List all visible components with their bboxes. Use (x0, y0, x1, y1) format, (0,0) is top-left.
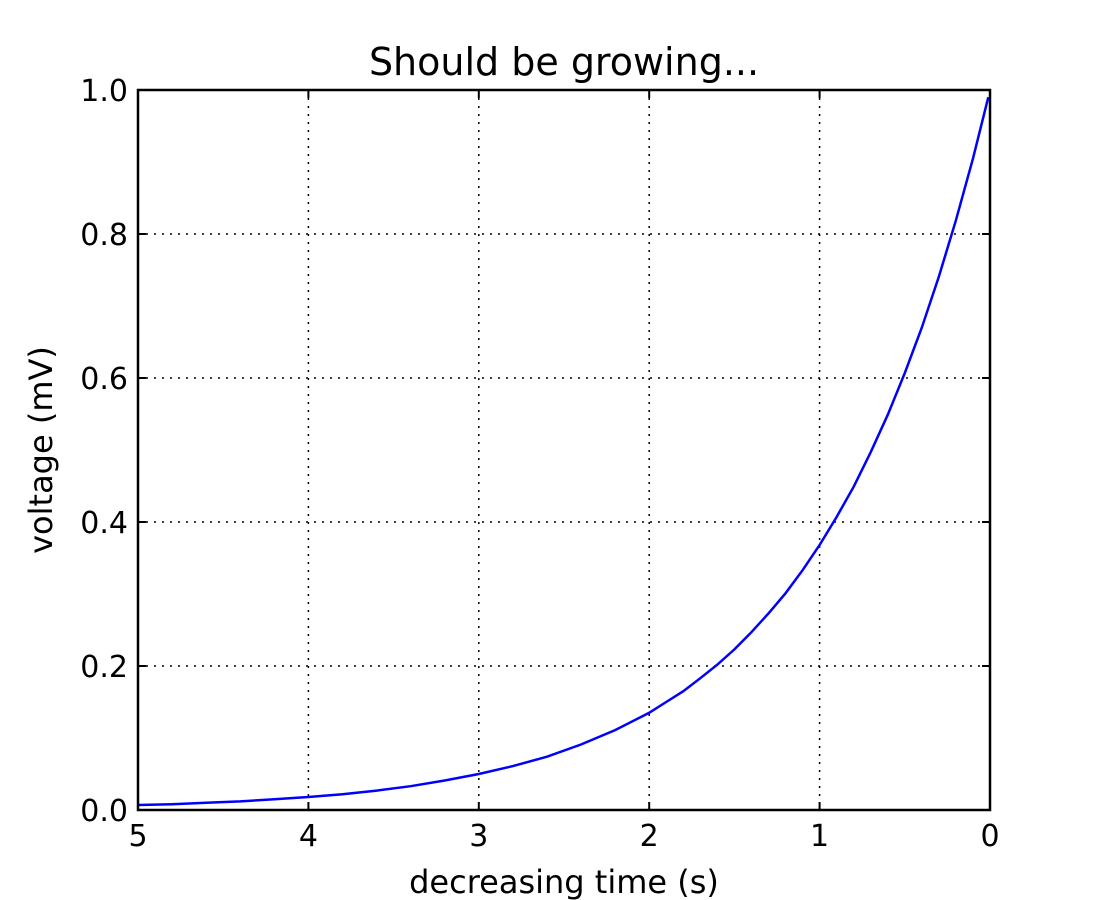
plot-frame (136, 88, 992, 812)
x-tick-label: 4 (299, 819, 318, 854)
x-tick-labels: 5 4 3 2 1 0 (128, 819, 999, 854)
y-tick-label: 0.6 (80, 362, 128, 397)
x-tick-label: 3 (469, 819, 488, 854)
x-axis-label: decreasing time (s) (409, 863, 719, 900)
y-axis-label: voltage (mV) (22, 346, 60, 554)
x-tick-label: 5 (128, 819, 147, 854)
series-line (137, 96, 990, 807)
chart-title: Should be growing... (369, 40, 759, 84)
y-tick-label: 0.8 (80, 218, 128, 253)
y-tick-labels: 0.0 0.2 0.4 0.6 0.8 1.0 (80, 74, 128, 829)
y-tick-label: 1.0 (80, 74, 128, 109)
x-tick-label: 2 (640, 819, 659, 854)
x-tick-label: 0 (980, 819, 999, 854)
y-tick-label: 0.2 (80, 650, 128, 685)
series-layer (137, 96, 990, 807)
y-tick-label: 0.0 (80, 794, 128, 829)
grid (137, 89, 991, 811)
x-tick-label: 1 (810, 819, 829, 854)
y-tick-label: 0.4 (80, 506, 128, 541)
ticks (137, 89, 991, 811)
